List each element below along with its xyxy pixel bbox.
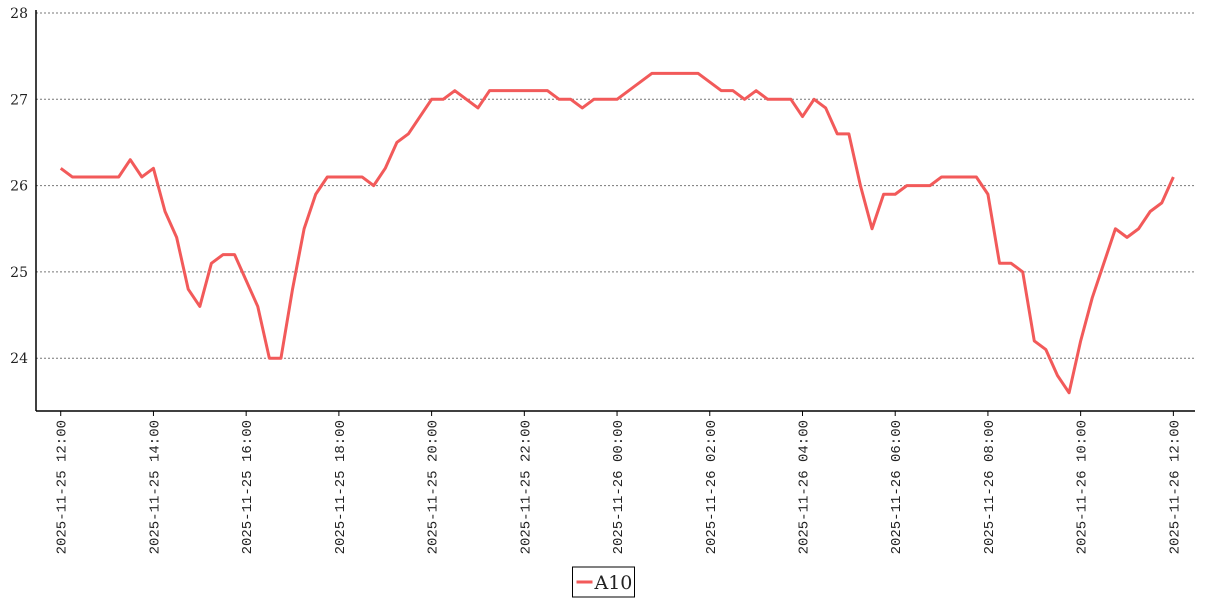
- x-tick-label: 2025-11-26 06:00: [889, 420, 905, 554]
- legend-label: A10: [594, 572, 633, 594]
- y-tick-label: 24: [10, 351, 28, 367]
- x-tick-label: 2025-11-25 18:00: [333, 420, 349, 554]
- x-tick-label: 2025-11-26 00:00: [611, 420, 627, 554]
- y-tick-label: 25: [10, 265, 28, 281]
- x-tick-label: 2025-11-25 22:00: [518, 420, 534, 554]
- y-tick-label: 28: [10, 6, 28, 22]
- x-tick-label: 2025-11-25 14:00: [147, 420, 163, 554]
- x-tick-label: 2025-11-25 16:00: [240, 420, 256, 554]
- x-tick-label: 2025-11-25 20:00: [426, 420, 442, 554]
- y-tick-label: 26: [10, 179, 28, 195]
- series-line: [59, 71, 1175, 395]
- y-tick-label: 27: [10, 92, 28, 108]
- x-tick-label: 2025-11-25 12:00: [55, 420, 71, 554]
- x-tick-label: 2025-11-26 04:00: [796, 420, 812, 554]
- legend: A10: [572, 566, 635, 598]
- x-tick-label: 2025-11-26 02:00: [704, 420, 720, 554]
- x-tick-label: 2025-11-26 08:00: [982, 420, 998, 554]
- x-tick-label: 2025-11-26 10:00: [1075, 420, 1091, 554]
- x-tick-label: 2025-11-26 12:00: [1167, 420, 1183, 554]
